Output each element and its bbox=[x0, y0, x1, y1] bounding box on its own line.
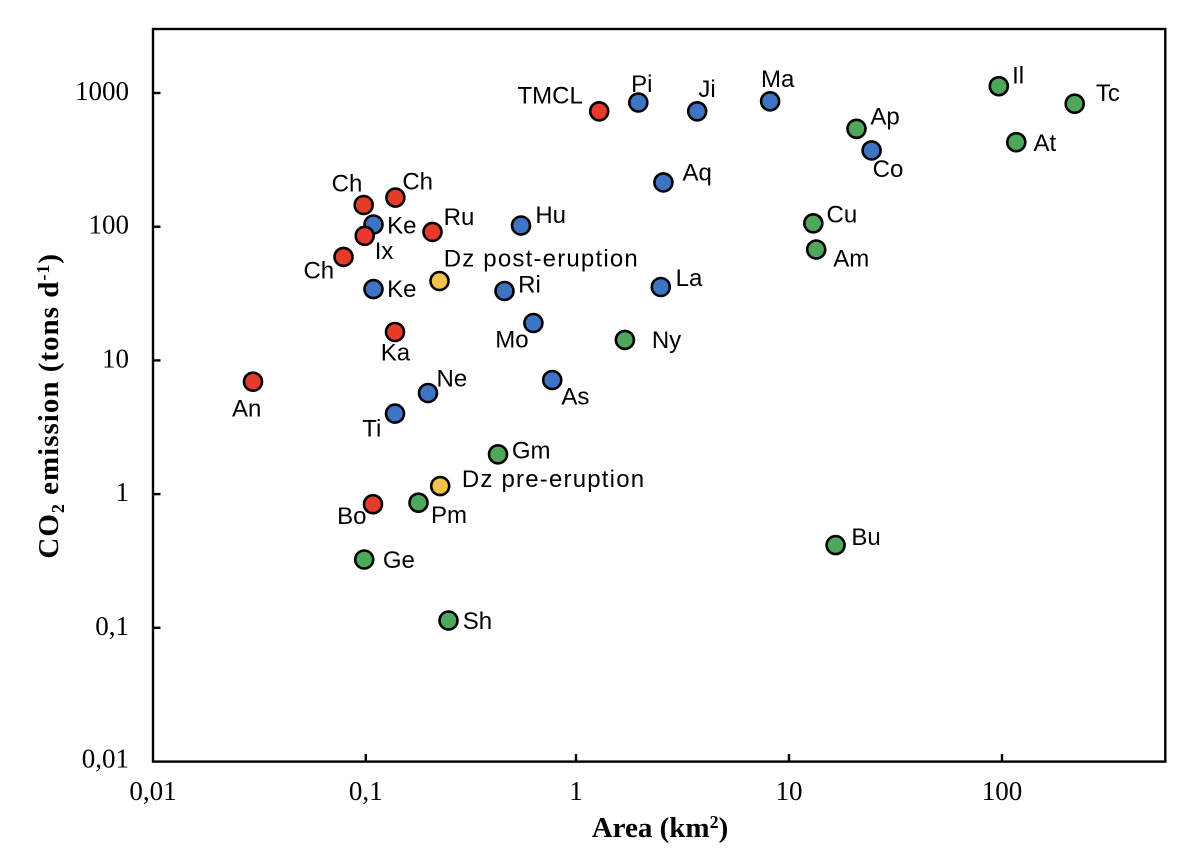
svg-text:1000: 1000 bbox=[75, 76, 129, 106]
svg-text:Ny: Ny bbox=[652, 327, 681, 354]
svg-text:As: As bbox=[561, 384, 589, 411]
svg-text:Co: Co bbox=[873, 156, 904, 183]
svg-text:1: 1 bbox=[116, 477, 130, 507]
svg-text:Aq: Aq bbox=[683, 160, 712, 187]
svg-text:Am: Am bbox=[833, 245, 869, 272]
svg-text:Pi: Pi bbox=[631, 71, 652, 98]
svg-text:CO2 emission (tons d-1): CO2 emission (tons d-1) bbox=[33, 253, 68, 559]
svg-text:Ru: Ru bbox=[444, 204, 475, 231]
svg-text:Tc: Tc bbox=[1096, 80, 1120, 107]
svg-text:10: 10 bbox=[776, 776, 803, 806]
svg-text:Il: Il bbox=[1012, 63, 1024, 90]
svg-text:100: 100 bbox=[982, 776, 1023, 806]
svg-text:Ma: Ma bbox=[761, 66, 795, 93]
svg-text:Pm: Pm bbox=[431, 502, 467, 529]
svg-text:Ch: Ch bbox=[402, 169, 433, 196]
svg-text:0,1: 0,1 bbox=[349, 776, 383, 806]
svg-text:Gm: Gm bbox=[512, 438, 551, 465]
svg-text:100: 100 bbox=[89, 210, 130, 240]
svg-text:Ke: Ke bbox=[387, 212, 416, 239]
svg-text:Ti: Ti bbox=[362, 415, 381, 442]
svg-text:Cu: Cu bbox=[827, 202, 858, 229]
svg-text:Bo: Bo bbox=[337, 503, 366, 530]
svg-text:Ge: Ge bbox=[383, 547, 415, 574]
svg-text:Ke: Ke bbox=[387, 276, 416, 303]
svg-text:10: 10 bbox=[102, 343, 129, 373]
svg-text:TMCL: TMCL bbox=[518, 83, 583, 110]
svg-text:Sh: Sh bbox=[463, 608, 492, 635]
svg-text:Hu: Hu bbox=[535, 202, 566, 229]
svg-text:Area (km2): Area (km2) bbox=[592, 812, 729, 844]
svg-text:Mo: Mo bbox=[495, 326, 528, 353]
svg-text:0,01: 0,01 bbox=[129, 776, 176, 806]
svg-text:1: 1 bbox=[569, 776, 583, 806]
svg-text:Ji: Ji bbox=[698, 76, 715, 103]
svg-text:Dz pre-eruption: Dz pre-eruption bbox=[462, 466, 645, 493]
svg-text:Ne: Ne bbox=[437, 365, 468, 392]
svg-text:Ch: Ch bbox=[303, 258, 334, 285]
svg-text:0,01: 0,01 bbox=[82, 743, 129, 773]
svg-text:Ka: Ka bbox=[381, 340, 411, 367]
svg-text:An: An bbox=[232, 395, 261, 422]
svg-text:Ri: Ri bbox=[518, 272, 541, 299]
svg-text:Ap: Ap bbox=[870, 104, 899, 131]
svg-text:La: La bbox=[676, 265, 703, 292]
svg-text:Dz post-eruption: Dz post-eruption bbox=[444, 245, 639, 272]
svg-text:0,1: 0,1 bbox=[95, 611, 129, 641]
svg-text:At: At bbox=[1034, 130, 1057, 157]
svg-text:Bu: Bu bbox=[851, 524, 880, 551]
svg-text:Ch: Ch bbox=[332, 171, 363, 198]
svg-text:Ix: Ix bbox=[375, 238, 394, 265]
